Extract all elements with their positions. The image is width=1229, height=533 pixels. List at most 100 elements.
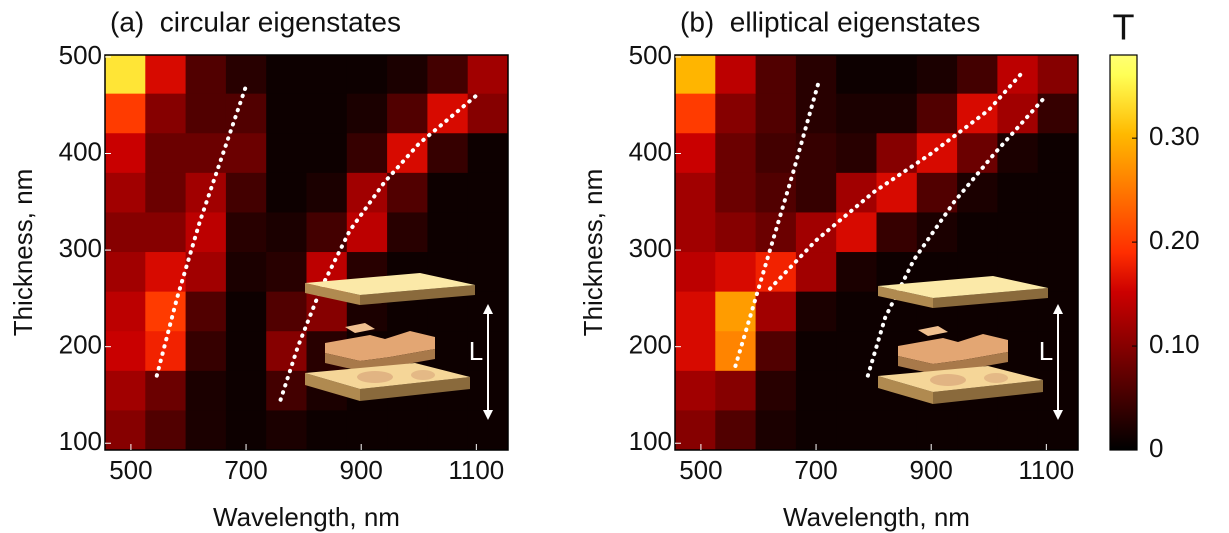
heat-cell bbox=[145, 291, 186, 331]
heat-cell bbox=[836, 291, 877, 331]
x-tick-label: 500 bbox=[109, 455, 152, 485]
heat-cell bbox=[105, 410, 146, 451]
heat-cell bbox=[307, 55, 348, 94]
heat-cell bbox=[836, 252, 877, 292]
heat-cell bbox=[266, 291, 307, 331]
heat-cell bbox=[715, 212, 756, 252]
heat-cell bbox=[675, 93, 716, 133]
heat-cell bbox=[715, 252, 756, 292]
heat-cell bbox=[266, 252, 307, 292]
heat-cell bbox=[387, 172, 428, 212]
heat-cell bbox=[675, 212, 716, 252]
heat-cell bbox=[756, 331, 797, 371]
heat-cell bbox=[1038, 212, 1079, 252]
y-tick-label: 500 bbox=[629, 40, 672, 70]
y-tick-label: 100 bbox=[59, 426, 102, 456]
colorbar-label: T bbox=[1113, 7, 1135, 48]
heat-cell bbox=[877, 93, 918, 133]
heat-cell bbox=[675, 133, 716, 173]
colorbar-tick-label: 0.10 bbox=[1149, 329, 1200, 359]
heat-cell bbox=[796, 291, 837, 331]
heat-cell bbox=[957, 133, 998, 173]
heat-cell bbox=[756, 410, 797, 451]
colorbar-tick-label: 0.30 bbox=[1149, 121, 1200, 151]
heat-cell bbox=[307, 172, 348, 212]
y-tick-label: 100 bbox=[629, 426, 672, 456]
x-axis-label: Wavelength, nm bbox=[783, 502, 970, 532]
heat-cell bbox=[427, 55, 468, 94]
heat-cell bbox=[756, 370, 797, 410]
heat-cell bbox=[1038, 172, 1079, 212]
heat-cell bbox=[877, 410, 918, 451]
heat-cell bbox=[675, 55, 716, 94]
heat-cell bbox=[756, 55, 797, 94]
heat-cell bbox=[997, 410, 1038, 451]
heat-cell bbox=[715, 172, 756, 212]
heat-cell bbox=[186, 55, 227, 94]
panel-title: (a) circular eigenstates bbox=[110, 6, 401, 37]
heat-cell bbox=[145, 93, 186, 133]
y-tick-label: 400 bbox=[59, 136, 102, 166]
heat-cell bbox=[427, 410, 468, 451]
heat-cell bbox=[796, 133, 837, 173]
heat-cell bbox=[877, 55, 918, 94]
heat-cell bbox=[715, 133, 756, 173]
heat-cell bbox=[105, 93, 146, 133]
heat-cell bbox=[105, 291, 146, 331]
heat-cell bbox=[105, 55, 146, 94]
heat-cell bbox=[675, 370, 716, 410]
heat-cell bbox=[796, 55, 837, 94]
heat-cell bbox=[468, 133, 509, 173]
heat-cell bbox=[105, 212, 146, 252]
heat-cell bbox=[186, 93, 227, 133]
heat-cell bbox=[836, 410, 877, 451]
heat-cell bbox=[715, 370, 756, 410]
heat-cell bbox=[145, 252, 186, 292]
heat-cell bbox=[387, 410, 428, 451]
y-tick-label: 300 bbox=[59, 233, 102, 263]
heat-cell bbox=[226, 331, 267, 371]
heat-cell bbox=[675, 410, 716, 451]
panel: 5007009001100100200300400500Wavelength, … bbox=[578, 6, 1079, 531]
heat-cell bbox=[917, 172, 958, 212]
heat-cell bbox=[347, 212, 388, 252]
heat-cell bbox=[997, 133, 1038, 173]
heat-cell bbox=[387, 93, 428, 133]
heat-cell bbox=[347, 55, 388, 94]
heat-cell bbox=[957, 212, 998, 252]
heat-cell bbox=[877, 212, 918, 252]
heat-cell bbox=[468, 172, 509, 212]
heat-cell bbox=[266, 212, 307, 252]
heat-cell bbox=[836, 133, 877, 173]
heat-cell bbox=[387, 212, 428, 252]
heat-cell bbox=[1038, 133, 1079, 173]
heat-cell bbox=[226, 291, 267, 331]
heat-cell bbox=[715, 410, 756, 451]
heat-cell bbox=[957, 55, 998, 94]
heat-cell bbox=[226, 370, 267, 410]
colorbar: 00.100.200.30T bbox=[1110, 7, 1200, 463]
colorbar-tick-label: 0 bbox=[1149, 433, 1163, 463]
heat-cell bbox=[715, 291, 756, 331]
x-tick-label: 700 bbox=[794, 455, 837, 485]
heat-cell bbox=[468, 93, 509, 133]
heat-cell bbox=[957, 410, 998, 451]
heat-cell bbox=[145, 133, 186, 173]
heat-cell bbox=[756, 212, 797, 252]
heat-cell bbox=[266, 133, 307, 173]
heat-cell bbox=[675, 291, 716, 331]
heat-cell bbox=[105, 133, 146, 173]
heat-cell bbox=[226, 93, 267, 133]
heat-cell bbox=[957, 93, 998, 133]
y-axis-label: Thickness, nm bbox=[8, 169, 38, 337]
heat-cell bbox=[387, 55, 428, 94]
heat-cell bbox=[756, 291, 797, 331]
heat-cell bbox=[427, 93, 468, 133]
heat-cell bbox=[226, 133, 267, 173]
heat-cell bbox=[427, 133, 468, 173]
heat-cell bbox=[427, 212, 468, 252]
heat-cell bbox=[266, 55, 307, 94]
heat-cell bbox=[997, 212, 1038, 252]
heat-cell bbox=[468, 55, 509, 94]
